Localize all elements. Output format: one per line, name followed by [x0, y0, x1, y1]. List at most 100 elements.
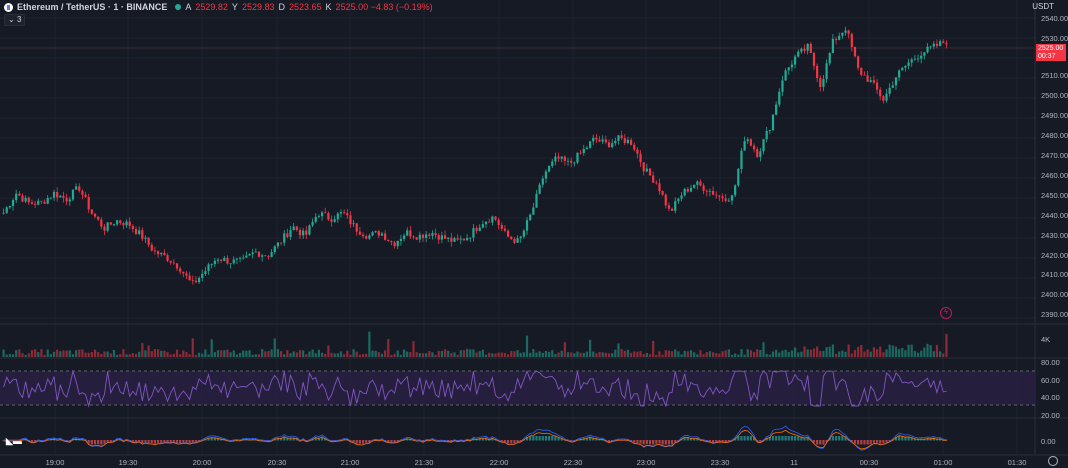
- volume-bar: [112, 349, 116, 357]
- volume-bar: [775, 349, 778, 357]
- volume-bar: [270, 349, 273, 357]
- candle-body: [645, 168, 648, 172]
- volume-bar: [680, 354, 683, 357]
- macd-histogram-bar: [898, 436, 901, 441]
- macd-histogram-bar: [355, 440, 358, 444]
- ohlc-open-label: A: [185, 2, 192, 12]
- volume-bar: [352, 349, 355, 357]
- candle-body: [112, 224, 116, 226]
- volume-bar: [109, 353, 112, 357]
- macd-histogram-bar: [778, 436, 781, 441]
- volume-bar: [56, 349, 59, 357]
- candle-body: [279, 242, 283, 244]
- volume-bar: [305, 354, 308, 357]
- volume-bar: [144, 350, 147, 357]
- volume-bar: [343, 354, 346, 357]
- volume-bar: [317, 349, 321, 357]
- macd-histogram-bar: [721, 440, 724, 442]
- candle-body: [5, 207, 8, 213]
- candle-body: [500, 225, 503, 229]
- currency-button[interactable]: USDT: [1032, 2, 1054, 11]
- volume-bar: [507, 354, 510, 357]
- volume-bar: [708, 351, 712, 357]
- candle-body: [56, 191, 59, 198]
- candle-body: [90, 209, 93, 214]
- volume-bar: [771, 351, 775, 357]
- macd-histogram-bar: [793, 436, 797, 441]
- candle-body: [267, 256, 270, 257]
- candle-body: [484, 221, 488, 225]
- candle-body: [204, 270, 207, 274]
- volume-bar: [544, 350, 548, 357]
- volume-bar: [74, 350, 78, 357]
- volume-bar: [699, 350, 702, 357]
- candle-body: [49, 197, 52, 199]
- volume-bar: [636, 351, 639, 357]
- candle-body: [78, 186, 81, 191]
- volume-bar: [500, 352, 503, 357]
- macd-histogram-bar: [841, 436, 844, 441]
- volume-bar: [916, 352, 920, 357]
- macd-histogram-bar: [478, 438, 481, 441]
- rsi-axis-label: 60.00: [1041, 376, 1060, 385]
- time-axis-label: 11: [790, 458, 798, 467]
- candle-body: [686, 188, 689, 192]
- volume-bar: [686, 351, 689, 357]
- volume-bar: [860, 345, 863, 357]
- volume-bar: [538, 351, 541, 357]
- volume-bar: [238, 352, 242, 357]
- candle-body: [920, 55, 923, 59]
- volume-bar: [945, 333, 948, 357]
- price-axis-label: 2530.00: [1041, 34, 1068, 43]
- volume-bar: [5, 354, 8, 357]
- candle-body: [582, 149, 585, 154]
- candle-body: [857, 56, 860, 68]
- candle-body: [412, 236, 415, 238]
- macd-histogram-bar: [689, 437, 693, 441]
- indicators-collapse-button[interactable]: ⌄ 3: [4, 14, 26, 26]
- volume-bar: [141, 343, 144, 357]
- volume-bar: [462, 350, 466, 357]
- macd-histogram-bar: [109, 440, 112, 442]
- volume-bar: [115, 354, 119, 357]
- macd-histogram-bar: [289, 437, 292, 441]
- macd-histogram-bar: [144, 440, 147, 443]
- candle-body: [361, 234, 365, 237]
- macd-histogram-bar: [872, 440, 876, 443]
- macd-histogram-bar: [727, 440, 730, 442]
- candle-body: [929, 46, 932, 48]
- volume-bar: [254, 354, 257, 357]
- volume-axis-label: 4K: [1041, 335, 1051, 344]
- candle-body: [614, 140, 617, 144]
- macd-histogram-bar: [746, 436, 749, 441]
- candle-body: [251, 252, 254, 255]
- settings-gear-icon[interactable]: [1048, 456, 1058, 466]
- volume-bar: [226, 349, 229, 357]
- price-axis-label: 2490.00: [1041, 111, 1068, 120]
- volume-bar: [125, 354, 128, 357]
- volume-bar: [412, 341, 415, 357]
- candle-body: [43, 201, 46, 204]
- volume-bar: [711, 352, 715, 357]
- macd-histogram-bar: [406, 438, 409, 441]
- macd-histogram-bar: [670, 440, 674, 445]
- candle-body: [421, 234, 425, 238]
- volume-bar: [894, 346, 898, 357]
- candle-body: [220, 259, 223, 261]
- macd-histogram-bar: [667, 440, 671, 445]
- macd-histogram-bar: [147, 440, 150, 443]
- macd-histogram-bar: [863, 440, 866, 445]
- symbol-title[interactable]: Ethereum / TetherUS · 1 · BINANCE: [17, 2, 168, 12]
- candle-body: [428, 234, 431, 236]
- volume-bar: [481, 349, 484, 357]
- volume-bar: [163, 350, 166, 357]
- macd-histogram-bar: [803, 437, 806, 441]
- alert-flash-icon[interactable]: ϟ: [940, 307, 952, 319]
- candle-body: [153, 250, 157, 252]
- candle-body: [156, 251, 160, 255]
- volume-bar: [24, 354, 27, 357]
- volume-bar: [904, 350, 907, 357]
- candle-body: [30, 202, 34, 204]
